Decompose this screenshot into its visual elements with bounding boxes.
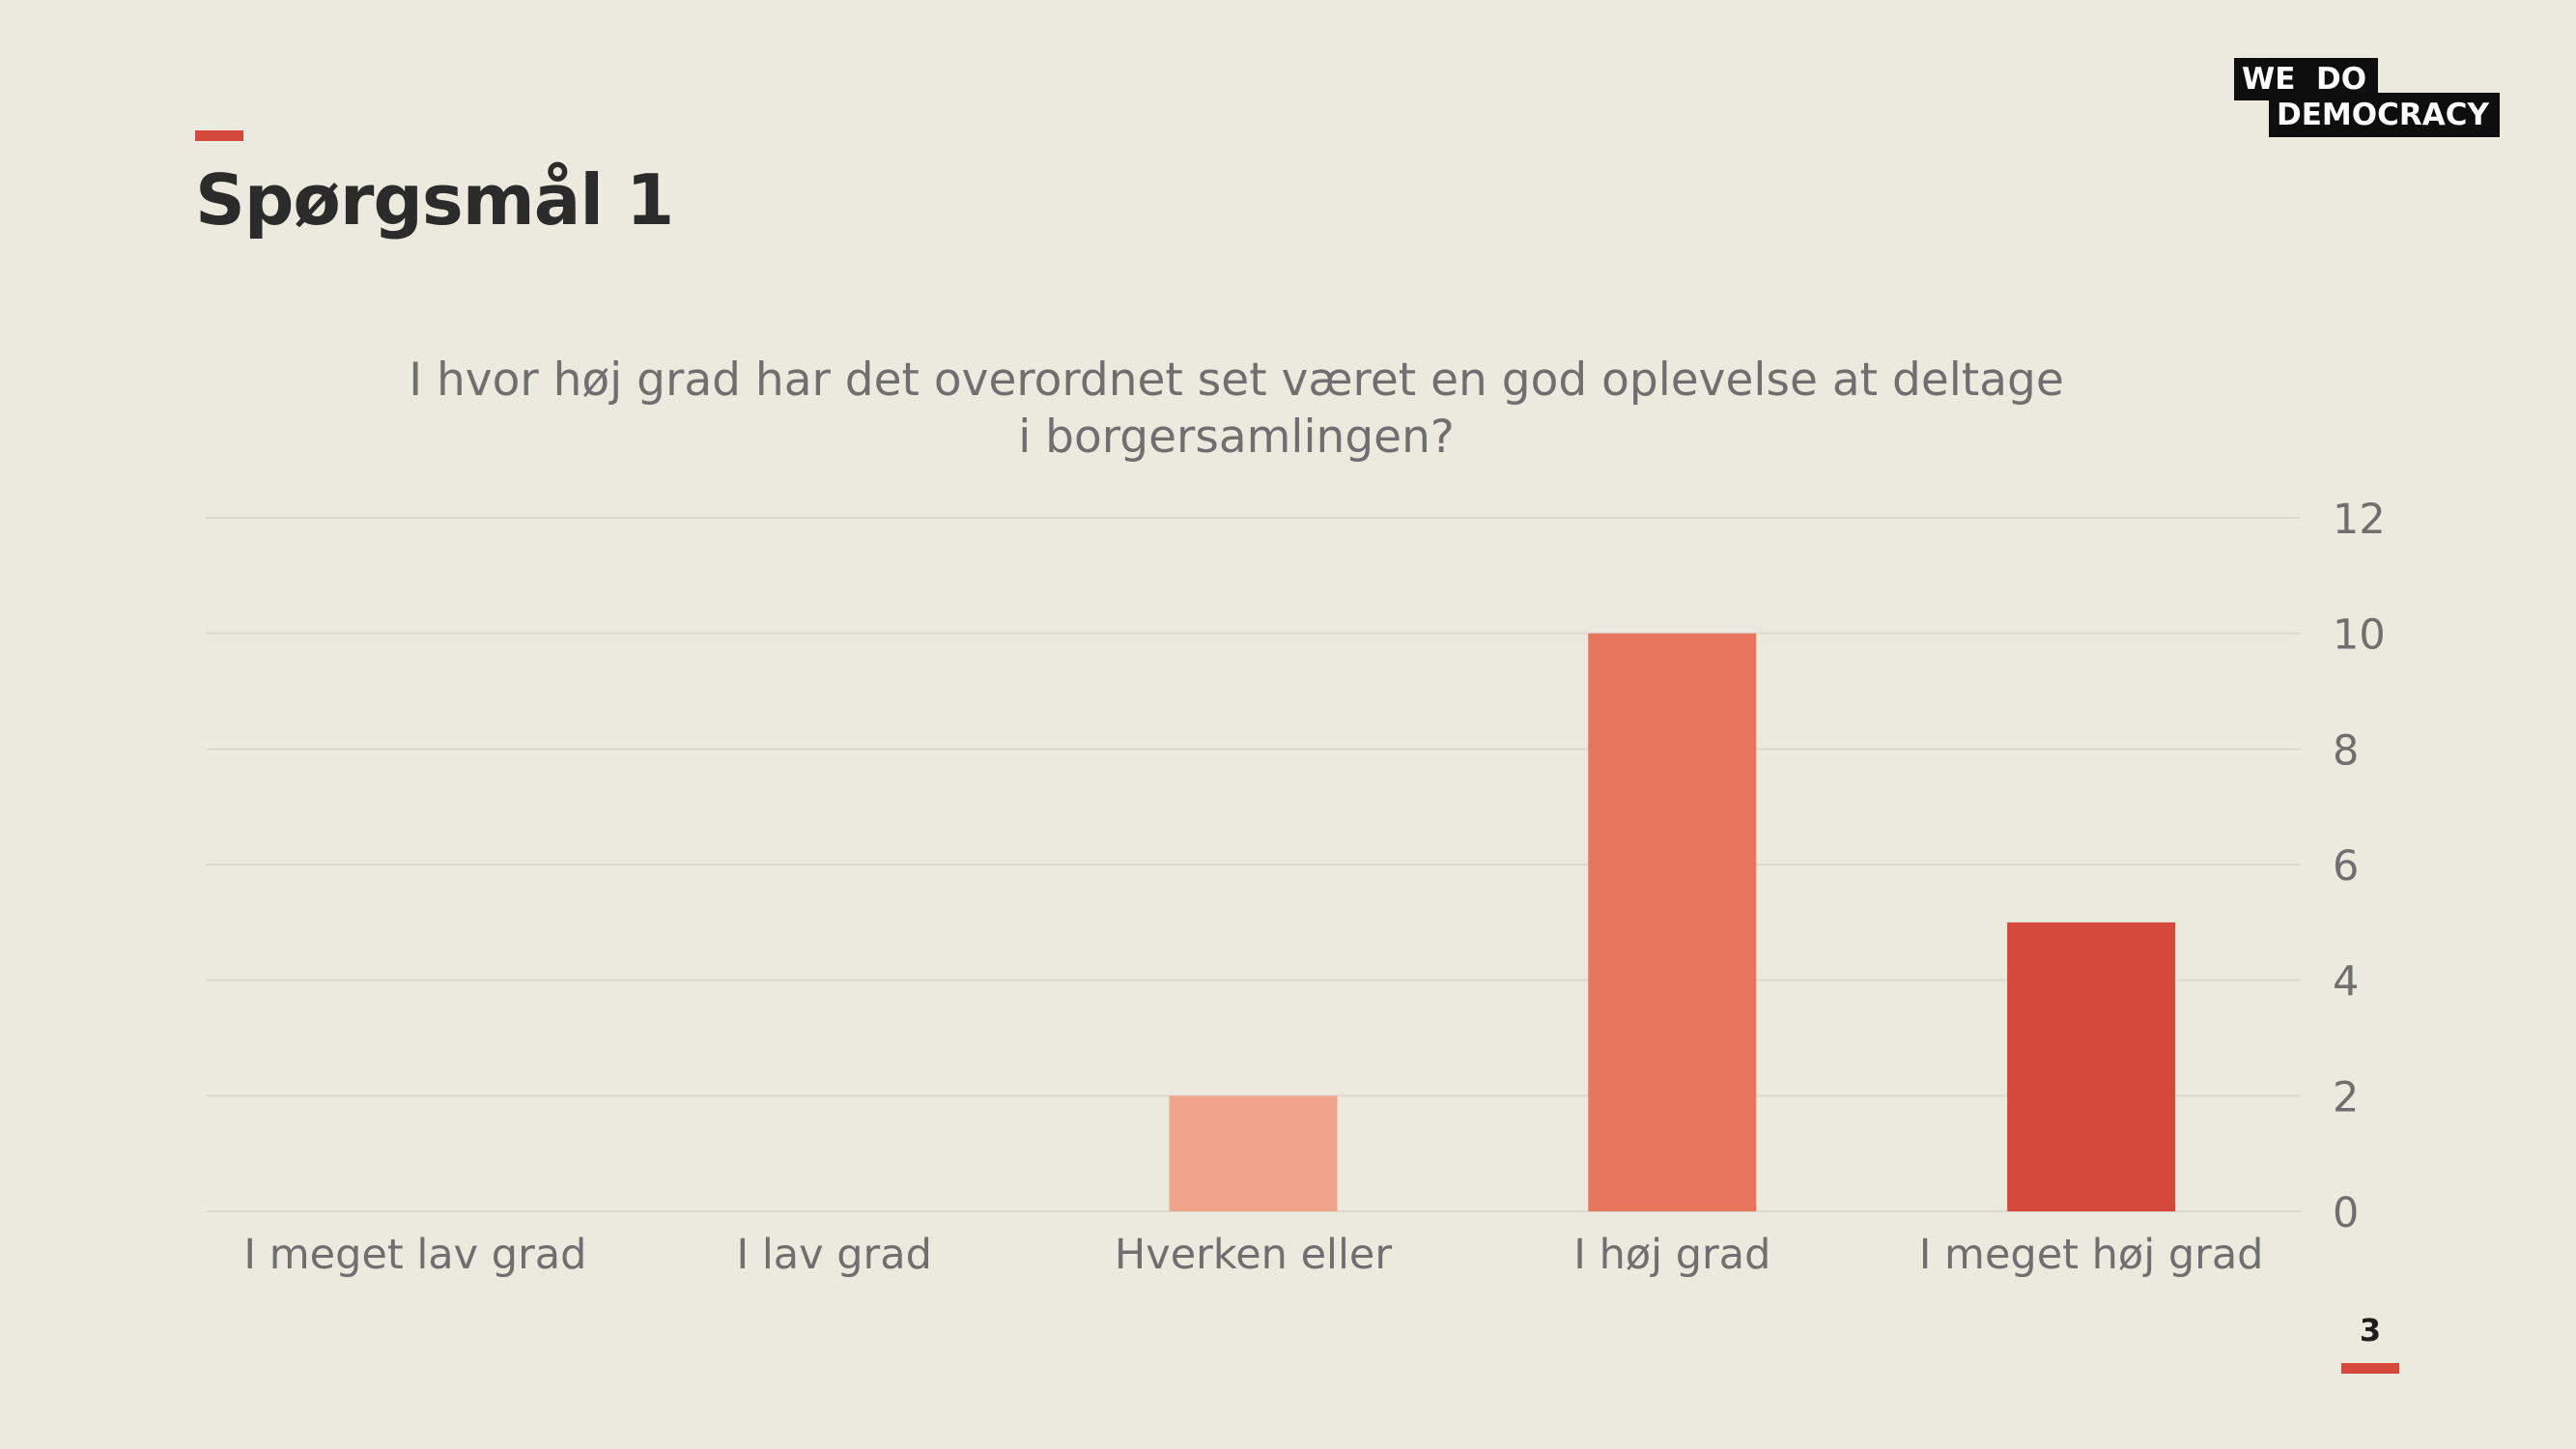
x-tick-label: I meget lav grad	[243, 1231, 586, 1279]
title-accent-bar	[195, 130, 243, 141]
chart-title: I hvor høj grad har det overordnet set v…	[409, 354, 2064, 464]
bar	[2007, 922, 2176, 1211]
y-tick-label: 8	[2333, 726, 2359, 775]
y-tick-label: 2	[2333, 1073, 2359, 1122]
we-do-democracy-logo: WE DO DEMOCRACY	[2234, 58, 2500, 137]
bar	[1169, 1095, 1338, 1211]
y-axis-tick-labels: 0 2 4 6 8 10 12	[2333, 496, 2386, 1237]
x-tick-label: Hverken eller	[1115, 1231, 1392, 1279]
y-tick-label: 0	[2333, 1189, 2359, 1237]
x-axis-tick-labels: I meget lav grad I lav grad Hverken eller I…	[243, 1231, 2263, 1279]
y-tick-label: 6	[2333, 842, 2359, 891]
x-tick-label: I lav grad	[737, 1231, 932, 1279]
chart-title-line: i borgersamlingen?	[1018, 411, 1455, 464]
x-tick-label: I meget høj grad	[1919, 1231, 2264, 1279]
page-number-accent-bar	[2341, 1363, 2399, 1374]
x-tick-label: I høj grad	[1573, 1231, 1770, 1279]
y-tick-label: 4	[2333, 958, 2359, 1007]
slide-title: Spørgsmål 1	[195, 159, 674, 241]
chart-title-line: I hvor høj grad har det overordnet set v…	[409, 354, 2064, 407]
gridlines	[206, 517, 2301, 1212]
bar	[1588, 633, 1757, 1211]
bars	[1169, 633, 2176, 1211]
y-tick-label: 10	[2333, 611, 2386, 660]
logo-line-2: DEMOCRACY	[2269, 93, 2500, 137]
page-number: 3	[2359, 1312, 2382, 1349]
y-tick-label: 12	[2333, 496, 2386, 544]
